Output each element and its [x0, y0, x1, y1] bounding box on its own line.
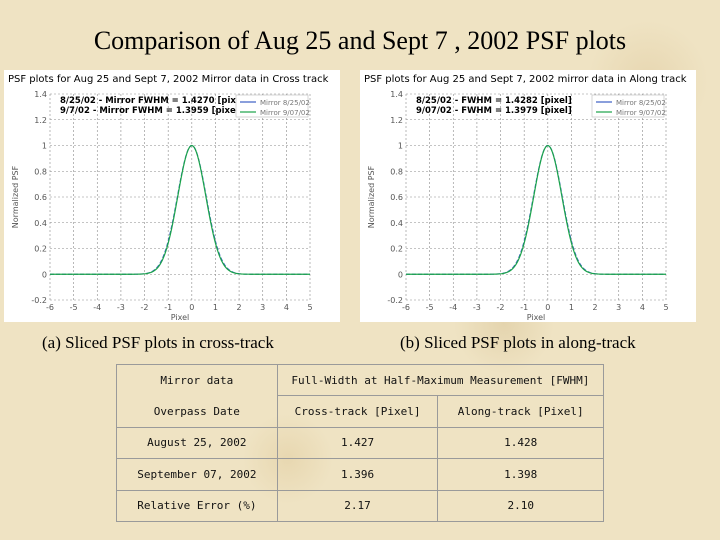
y-tick-label: 0.4	[390, 219, 403, 228]
legend-entry: Mirror 8/25/02	[616, 99, 666, 107]
along-track-chart-panel: PSF plots for Aug 25 and Sept 7, 2002 mi…	[360, 70, 696, 322]
x-tick-label: 0	[545, 303, 550, 312]
gridlines	[49, 93, 311, 301]
y-tick-label: 1.2	[34, 116, 47, 125]
page-title: Comparison of Aug 25 and Sept 7 , 2002 P…	[93, 26, 627, 55]
series-line-sep	[50, 144, 310, 275]
row-label: August 25, 2002	[116, 426, 278, 460]
x-tick-label: 2	[237, 303, 242, 312]
legend-entry: Mirror 8/25/02	[260, 99, 310, 107]
header-cross-track: Cross-track [Pixel]	[276, 395, 439, 428]
fwhm-annotation: 8/25/02 - Mirror FWHM = 1.4270 [pixel]	[60, 96, 249, 106]
gridlines	[405, 93, 667, 301]
header-mirror-data: Mirror data	[116, 363, 278, 396]
cross-track-value: 2.17	[276, 489, 439, 523]
x-tick-label: -2	[141, 303, 149, 312]
cross-track-value: 1.427	[276, 426, 439, 460]
y-tick-label: 0	[42, 270, 47, 279]
x-tick-label: 4	[284, 303, 289, 312]
header-fwhm: Full-Width at Half-Maximum Measurement […	[276, 363, 605, 397]
series-line-aug	[406, 144, 666, 275]
x-tick-label: -2	[497, 303, 505, 312]
table-subheader-row: Overpass Date Cross-track [Pixel] Along-…	[116, 395, 604, 428]
x-tick-label: 0	[189, 303, 194, 312]
x-tick-label: 5	[663, 303, 668, 312]
x-tick-label: 3	[260, 303, 265, 312]
x-tick-label: 4	[640, 303, 645, 312]
x-axis-label: Pixel	[527, 313, 546, 322]
x-tick-label: 2	[593, 303, 598, 312]
y-tick-label: 0	[398, 270, 403, 279]
table-header-row: Mirror data Full-Width at Half-Maximum M…	[116, 363, 605, 397]
y-tick-label: 0.6	[390, 193, 403, 202]
x-tick-label: 1	[213, 303, 218, 312]
x-tick-label: -3	[117, 303, 125, 312]
x-tick-label: -6	[46, 303, 54, 312]
y-tick-label: 0.8	[34, 167, 47, 176]
x-tick-label: -5	[426, 303, 434, 312]
y-axis-label: Normalized PSF	[367, 165, 376, 228]
x-tick-label: -5	[70, 303, 78, 312]
along-track-psf-chart: PSF plots for Aug 25 and Sept 7, 2002 mi…	[364, 74, 687, 322]
x-tick-label: 1	[569, 303, 574, 312]
fwhm-annotation: 9/07/02 - FWHM = 1.3979 [pixel]	[416, 106, 572, 116]
series-line-sep	[406, 144, 666, 275]
row-label: September 07, 2002	[116, 458, 278, 491]
legend-entry: Mirror 9/07/02	[260, 109, 310, 117]
y-tick-label: 1.2	[390, 116, 403, 125]
y-tick-label: 1	[398, 142, 403, 151]
y-tick-label: 0.2	[390, 245, 403, 254]
caption-along-track: (b) Sliced PSF plots in along-track	[400, 333, 636, 352]
y-tick-label: 0.2	[34, 245, 47, 254]
header-overpass-date: Overpass Date	[116, 395, 278, 428]
legend-entry: Mirror 9/07/02	[616, 109, 666, 117]
fwhm-annotation: 8/25/02 - FWHM = 1.4282 [pixel]	[416, 96, 572, 106]
along-track-value: 2.10	[437, 489, 604, 523]
y-tick-label: 1.4	[390, 90, 403, 99]
x-tick-label: -4	[93, 303, 101, 312]
y-tick-label: 1.4	[34, 90, 47, 99]
cross-track-chart-panel: PSF plots for Aug 25 and Sept 7, 2002 Mi…	[4, 70, 340, 322]
header-along-track: Along-track [Pixel]	[437, 395, 604, 428]
table-row: Relative Error (%) 2.17 2.10	[116, 489, 604, 523]
y-tick-label: -0.2	[387, 296, 403, 305]
y-axis-label: Normalized PSF	[11, 165, 20, 228]
row-label: Relative Error (%)	[116, 489, 278, 523]
cross-track-value: 1.396	[276, 458, 439, 491]
x-tick-label: -4	[449, 303, 457, 312]
y-tick-label: 0.4	[34, 219, 47, 228]
x-tick-label: -6	[402, 303, 410, 312]
table-row: September 07, 2002 1.396 1.398	[116, 458, 604, 491]
along-track-value: 1.428	[437, 426, 604, 460]
x-tick-label: 3	[616, 303, 621, 312]
y-tick-label: 0.6	[34, 193, 47, 202]
cross-track-psf-chart: PSF plots for Aug 25 and Sept 7, 2002 Mi…	[8, 74, 329, 322]
y-tick-label: 1	[42, 142, 47, 151]
x-tick-label: -1	[164, 303, 172, 312]
caption-cross-track: (a) Sliced PSF plots in cross-track	[42, 333, 274, 352]
chart-title: PSF plots for Aug 25 and Sept 7, 2002 mi…	[364, 74, 687, 85]
x-tick-label: 5	[307, 303, 312, 312]
along-track-value: 1.398	[437, 458, 604, 491]
table-row: August 25, 2002 1.427 1.428	[116, 426, 604, 460]
y-tick-label: 0.8	[390, 167, 403, 176]
y-tick-label: -0.2	[31, 296, 47, 305]
x-tick-label: -3	[473, 303, 481, 312]
series-line-aug	[50, 144, 310, 275]
fwhm-annotation: 9/7/02 - Mirror FWHM = 1.3959 [pixel]	[60, 106, 243, 116]
chart-title: PSF plots for Aug 25 and Sept 7, 2002 Mi…	[8, 74, 329, 85]
fwhm-comparison-table: Mirror data Full-Width at Half-Maximum M…	[116, 363, 605, 523]
x-axis-label: Pixel	[171, 313, 190, 322]
x-tick-label: -1	[520, 303, 528, 312]
